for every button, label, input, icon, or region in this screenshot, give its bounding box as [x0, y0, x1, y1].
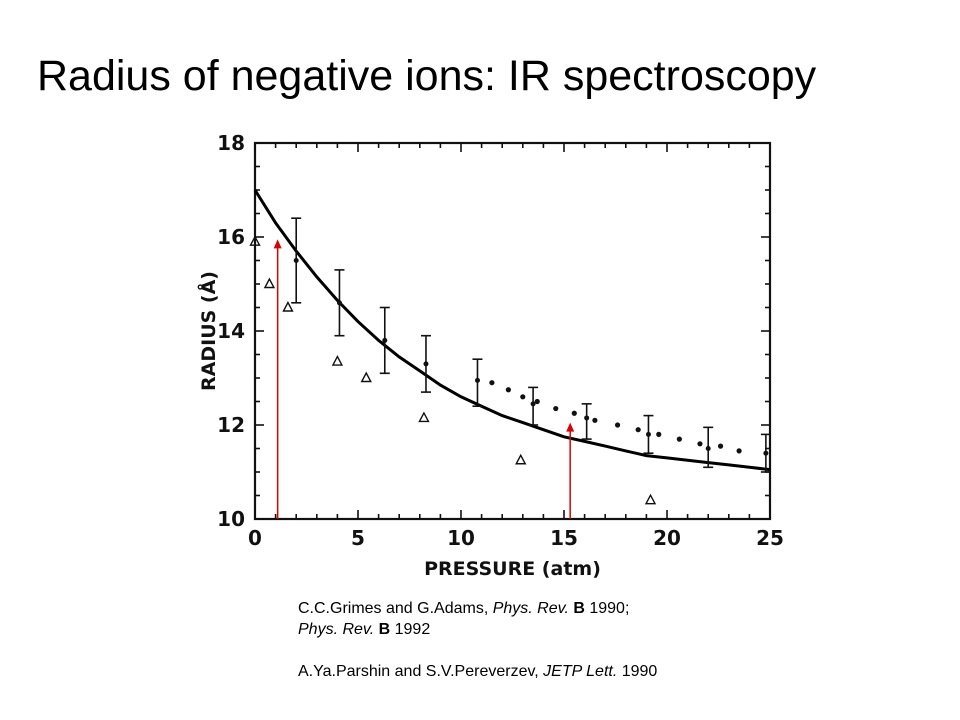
data-dot: [520, 394, 526, 400]
error-bar-point: [382, 337, 388, 343]
radius-vs-pressure-chart: 0 5 10 15 20 25 10 12 14 16 18 PRESSURE (atm) RADIUS…: [196, 131, 784, 580]
error-bar-point: [423, 361, 429, 367]
data-dot: [489, 380, 495, 386]
error-bar: [760, 433, 771, 473]
triangle-point: [418, 411, 430, 423]
error-bar-point: [336, 300, 342, 306]
x-tick-label: 15: [550, 526, 578, 550]
x-tick-label: 10: [447, 526, 475, 550]
error-bar: [420, 334, 431, 393]
red-arrow-head: [566, 422, 575, 432]
x-tick-label: 25: [756, 526, 784, 550]
error-bar: [379, 306, 390, 375]
y-tick-label: 10: [217, 507, 245, 531]
fit-curve: [253, 189, 771, 472]
triangle-point: [360, 371, 372, 383]
error-bar: [291, 217, 302, 304]
references: C.C.Grimes and G.Adams, Phys. Rev. B 199…: [298, 598, 657, 682]
error-bar-point: [584, 415, 590, 421]
error-bar: [528, 386, 539, 426]
reference-parshin-pereverzev: A.Ya.Parshin and S.V.Pereverzev, JETP Le…: [298, 663, 658, 680]
reference-grimes-adams: C.C.Grimes and G.Adams, Phys. Rev. B 199…: [298, 600, 630, 617]
y-tick-label: 16: [217, 225, 245, 249]
data-dot: [614, 422, 621, 428]
triangle-point: [515, 453, 527, 465]
plot-frame: [253, 141, 772, 521]
error-bar: [334, 269, 345, 337]
y-tick-label: 12: [217, 413, 245, 437]
error-bar-point: [293, 258, 299, 263]
triangle-point: [331, 355, 344, 366]
data-dot: [656, 431, 662, 437]
slide-title: Radius of negative ions: IR spectroscopy: [37, 52, 817, 100]
red-arrow: [273, 239, 282, 519]
data-dot: [635, 427, 641, 433]
triangle-point: [282, 301, 294, 312]
data-dot: [534, 398, 540, 405]
error-bar-point: [474, 377, 480, 383]
data-dot: [736, 448, 742, 454]
red-arrow-head: [273, 239, 282, 249]
data-dot: [505, 387, 511, 393]
data-dot: [553, 405, 559, 412]
y-tick-label: 18: [217, 131, 245, 155]
error-bar: [703, 426, 714, 469]
error-bar-point: [763, 450, 769, 456]
data-dot: [717, 443, 724, 449]
triangle-point: [263, 277, 276, 289]
error-bar-point: [705, 446, 711, 451]
error-bar: [581, 403, 592, 440]
data-dot: [676, 436, 682, 442]
x-tick-label: 0: [248, 526, 262, 550]
red-arrow: [566, 422, 575, 519]
data-dot: [592, 417, 598, 423]
x-axis-label: PRESSURE (atm): [424, 558, 601, 580]
x-tick-label: 5: [351, 526, 365, 550]
error-bar: [472, 358, 483, 408]
triangle-point: [644, 493, 657, 505]
data-dot: [697, 441, 703, 447]
error-bar: [643, 414, 654, 455]
y-axis-label: RADIUS (Å): [196, 271, 220, 391]
data-dot: [571, 410, 577, 416]
y-tick-label: 14: [217, 319, 245, 343]
x-tick-label: 20: [653, 526, 681, 550]
reference-grimes-adams-1992: Phys. Rev. B 1992: [298, 621, 431, 638]
triangle-point: [249, 235, 261, 246]
error-bar-point: [530, 401, 536, 407]
error-bar-point: [645, 431, 651, 437]
